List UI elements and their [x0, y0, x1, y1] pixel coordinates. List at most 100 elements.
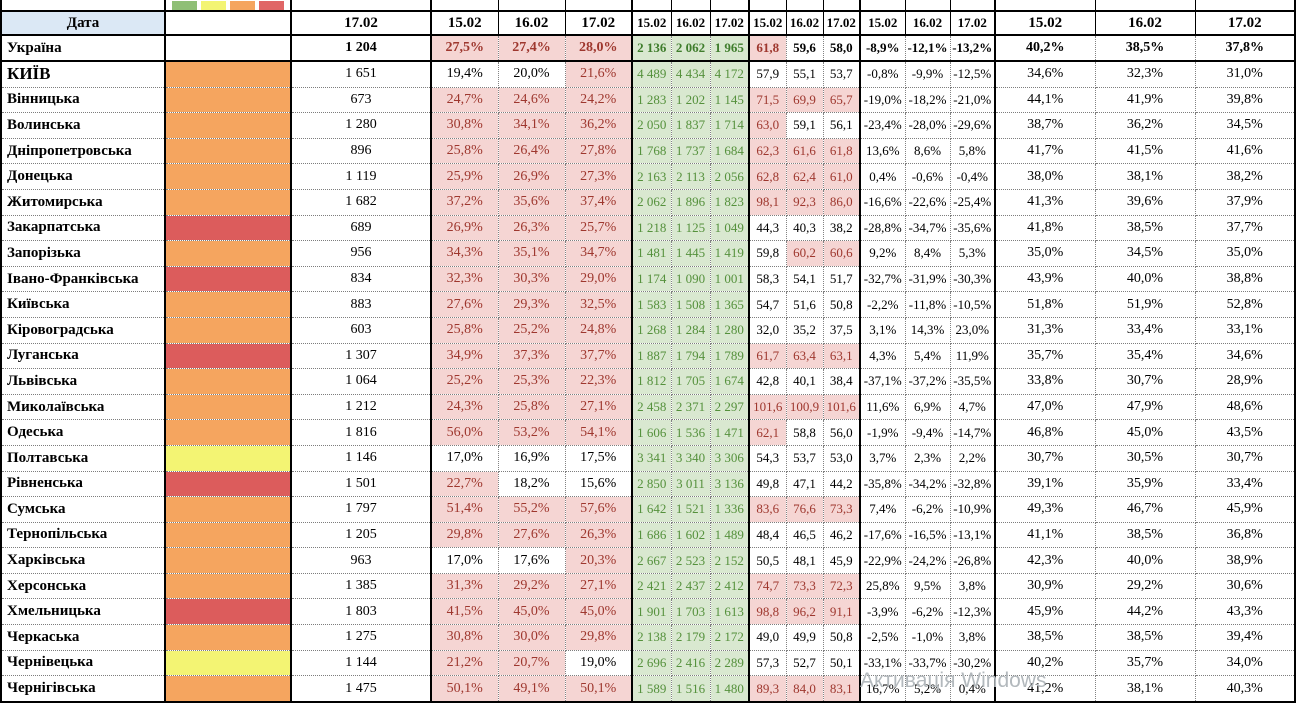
bed-load-cell: 83,6	[749, 496, 787, 523]
bed-load-cell: 40,3	[786, 215, 824, 242]
hospitalized-count-cell: 1 365	[710, 291, 750, 318]
bed-load-cell: 72,3	[823, 573, 861, 600]
dynamics-percent-cell: -0,6%	[905, 163, 951, 190]
share-percent-cell: 48,6%	[1195, 394, 1296, 421]
legend-swatch-orange	[230, 1, 255, 9]
hospitalized-count-cell: 1 583	[632, 291, 672, 318]
bed-load-cell: 74,7	[749, 573, 787, 600]
positivity-percent-cell: 35,6%	[498, 189, 566, 216]
hospitalized-count-cell: 2 850	[632, 471, 672, 498]
dynamics-percent-cell: -25,4%	[950, 189, 996, 216]
share-percent-cell: 39,6%	[1095, 189, 1196, 216]
positivity-percent-cell: 27,6%	[498, 522, 566, 549]
beds-count-cell: 1 119	[291, 163, 432, 190]
legend-spacer-cell	[498, 0, 566, 12]
dynamics-percent-cell: -16,5%	[905, 522, 951, 549]
positivity-percent-cell: 26,9%	[498, 163, 566, 190]
share-percent-cell: 38,8%	[1195, 266, 1296, 293]
bed-load-cell: 58,0	[823, 35, 861, 62]
region-status-cell	[165, 240, 292, 267]
region-name-cell: Кіровоградська	[1, 317, 166, 344]
dynamics-percent-cell: -35,8%	[860, 471, 906, 498]
share-percent-cell: 40,2%	[995, 35, 1096, 62]
hospitalized-count-cell: 1 823	[710, 189, 750, 216]
positivity-percent-cell: 56,0%	[431, 419, 499, 446]
bed-load-cell: 91,1	[823, 598, 861, 626]
dynamics-percent-cell: 2,2%	[950, 445, 996, 472]
dynamics-percent-cell: 6,9%	[905, 394, 951, 421]
hospitalized-count-cell: 3 306	[710, 445, 750, 472]
beds-count-cell: 1 205	[291, 522, 432, 549]
region-name-cell: Дніпропетровська	[1, 138, 166, 165]
bed-load-cell: 49,8	[749, 471, 787, 498]
beds-count-cell: 963	[291, 547, 432, 574]
positivity-percent-cell: 18,2%	[498, 471, 566, 498]
dynamics-percent-cell: -26,8%	[950, 547, 996, 574]
bed-load-cell: 56,0	[823, 419, 861, 446]
hospitalized-count-cell: 1 705	[671, 368, 711, 395]
region-status-cell	[165, 368, 292, 395]
share-percent-cell: 30,7%	[1095, 368, 1196, 395]
positivity-percent-cell: 25,9%	[431, 163, 499, 190]
positivity-percent-cell: 26,9%	[431, 215, 499, 242]
positivity-percent-cell: 21,6%	[565, 61, 633, 88]
date-header: 17.02	[823, 11, 861, 36]
bed-load-cell: 61,6	[786, 138, 824, 165]
hospitalized-count-cell: 2 696	[632, 650, 672, 677]
share-percent-cell: 42,3%	[995, 547, 1096, 574]
region-name-cell: Одеська	[1, 419, 166, 446]
bed-load-cell: 76,6	[786, 496, 824, 523]
share-percent-cell: 38,1%	[1095, 675, 1196, 702]
hospitalized-count-cell: 1 202	[671, 87, 711, 114]
bed-load-cell: 89,3	[749, 675, 787, 702]
hospitalized-count-cell: 1 606	[632, 419, 672, 446]
beds-count-cell: 1 275	[291, 624, 432, 651]
bed-load-cell: 48,4	[749, 522, 787, 549]
hospitalized-count-cell: 1 471	[710, 419, 750, 446]
positivity-percent-cell: 26,3%	[498, 215, 566, 242]
share-percent-cell: 33,4%	[1195, 471, 1296, 498]
region-status-cell	[165, 138, 292, 165]
date-header: 17.02	[1195, 11, 1296, 36]
bed-load-cell: 62,4	[786, 163, 824, 190]
date-header: 15.02	[749, 11, 787, 36]
dynamics-percent-cell: -9,4%	[905, 419, 951, 446]
share-percent-cell: 44,1%	[995, 87, 1096, 114]
beds-count-cell: 834	[291, 266, 432, 293]
share-percent-cell: 45,0%	[1095, 419, 1196, 446]
beds-count-cell: 883	[291, 291, 432, 318]
dynamics-percent-cell: -34,7%	[905, 215, 951, 242]
bed-load-cell: 50,1	[823, 650, 861, 677]
hospitalized-count-cell: 1 125	[671, 215, 711, 242]
bed-load-cell: 59,6	[786, 35, 824, 62]
positivity-percent-cell: 22,7%	[431, 471, 499, 498]
hospitalized-count-cell: 1 768	[632, 138, 672, 165]
region-status-cell	[165, 61, 292, 88]
positivity-percent-cell: 36,2%	[565, 112, 633, 139]
positivity-percent-cell: 19,0%	[565, 650, 633, 677]
beds-count-cell: 1 307	[291, 343, 432, 370]
positivity-percent-cell: 34,9%	[431, 343, 499, 370]
hospitalized-count-cell: 3 136	[710, 471, 750, 498]
hospitalized-count-cell: 2 113	[671, 163, 711, 190]
region-name-cell: Тернопільська	[1, 522, 166, 549]
bed-load-cell: 92,3	[786, 189, 824, 216]
positivity-percent-cell: 28,0%	[565, 35, 633, 62]
dynamics-percent-cell: -11,8%	[905, 291, 951, 318]
positivity-percent-cell: 37,4%	[565, 189, 633, 216]
region-name-cell: Волинська	[1, 112, 166, 139]
legend-spacer-cell	[860, 0, 906, 12]
positivity-percent-cell: 27,8%	[565, 138, 633, 165]
dynamics-percent-cell: -10,5%	[950, 291, 996, 318]
region-name-cell: Хмельницька	[1, 598, 166, 626]
region-name-cell: Львівська	[1, 368, 166, 395]
positivity-percent-cell: 30,0%	[498, 624, 566, 651]
date-header: 15.02	[632, 11, 672, 36]
beds-count-cell: 1 816	[291, 419, 432, 446]
hospitalized-count-cell: 2 062	[632, 189, 672, 216]
dynamics-percent-cell: -32,7%	[860, 266, 906, 293]
share-percent-cell: 30,7%	[1195, 445, 1296, 472]
share-percent-cell: 36,2%	[1095, 112, 1196, 139]
region-name-cell: Чернівецька	[1, 650, 166, 677]
legend-spacer-cell	[291, 0, 432, 12]
